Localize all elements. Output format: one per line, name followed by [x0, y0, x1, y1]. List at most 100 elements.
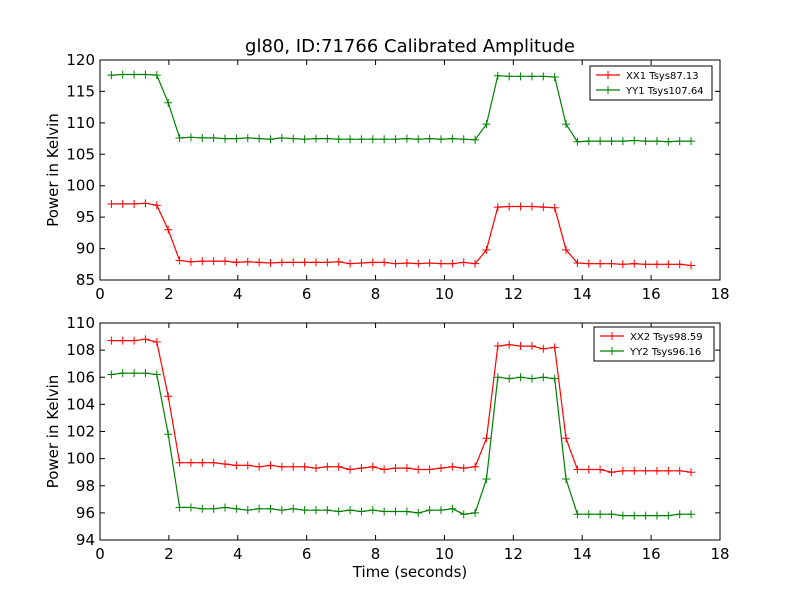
- data-point-0-0-45: [618, 260, 627, 269]
- data-point-0-1-38: [539, 72, 548, 81]
- data-point-0-1-8: [198, 133, 207, 142]
- data-point-0-0-4: [152, 201, 161, 210]
- y-tick-label: 110: [66, 114, 95, 132]
- data-point-0-1-42: [584, 137, 593, 146]
- data-point-0-1-6: [175, 133, 184, 142]
- data-point-0-0-12: [243, 257, 252, 266]
- data-point-0-0-0: [107, 199, 116, 208]
- data-point-1-0-14: [266, 461, 275, 470]
- data-point-1-0-34: [493, 342, 502, 351]
- data-point-0-1-2: [130, 70, 139, 79]
- data-point-1-0-24: [380, 465, 389, 474]
- data-point-0-0-21: [346, 259, 355, 268]
- data-point-1-1-38: [539, 373, 548, 382]
- x-tick-label: 14: [573, 285, 592, 303]
- data-point-0-1-25: [391, 135, 400, 144]
- data-point-1-0-33: [482, 434, 491, 443]
- data-point-1-1-39: [550, 374, 559, 383]
- data-point-1-0-37: [527, 342, 536, 351]
- data-point-0-0-27: [414, 259, 423, 268]
- data-point-0-1-16: [289, 134, 298, 143]
- data-point-0-0-11: [232, 258, 241, 267]
- data-point-0-1-43: [596, 137, 605, 146]
- x-tick-label: 16: [642, 545, 661, 563]
- data-point-0-0-16: [289, 258, 298, 267]
- data-point-0-0-40: [562, 245, 571, 254]
- data-point-0-0-23: [368, 258, 377, 267]
- data-point-0-1-27: [414, 135, 423, 144]
- data-point-0-0-13: [255, 258, 264, 267]
- data-point-0-0-10: [221, 257, 230, 266]
- data-point-1-0-47: [641, 466, 650, 475]
- data-point-0-1-30: [448, 134, 457, 143]
- data-point-0-0-38: [539, 203, 548, 212]
- x-tick-label: 2: [164, 545, 174, 563]
- data-point-1-1-50: [675, 510, 684, 519]
- data-point-0-1-5: [164, 98, 173, 107]
- data-point-1-1-1: [118, 369, 127, 378]
- data-point-1-0-26: [402, 464, 411, 473]
- data-point-0-0-17: [300, 258, 309, 267]
- data-point-0-1-26: [402, 134, 411, 143]
- data-point-0-0-36: [516, 202, 525, 211]
- data-point-1-1-20: [334, 507, 343, 516]
- data-point-1-0-51: [687, 468, 696, 477]
- y-tick-label: 115: [66, 82, 95, 100]
- data-point-0-1-32: [471, 135, 480, 144]
- data-point-1-1-22: [357, 507, 366, 516]
- y-tick-label: 94: [76, 531, 95, 549]
- data-point-0-1-24: [380, 135, 389, 144]
- data-point-0-1-33: [482, 120, 491, 129]
- data-point-1-0-2: [130, 336, 139, 345]
- data-point-0-1-28: [425, 134, 434, 143]
- data-point-0-1-31: [459, 135, 468, 144]
- data-point-1-1-21: [346, 506, 355, 515]
- data-point-1-1-8: [198, 504, 207, 513]
- data-point-0-0-50: [675, 260, 684, 269]
- data-point-1-1-36: [516, 373, 525, 382]
- data-point-1-1-6: [175, 503, 184, 512]
- data-point-0-0-22: [357, 259, 366, 268]
- y-tick-label: 95: [76, 208, 95, 226]
- y-axis-label: Power in Kelvin: [44, 375, 62, 489]
- x-axis-label: Time (seconds): [352, 563, 468, 581]
- data-point-0-0-37: [527, 202, 536, 211]
- data-point-1-1-16: [289, 504, 298, 513]
- data-point-1-1-43: [596, 510, 605, 519]
- data-point-1-0-0: [107, 336, 116, 345]
- data-point-1-0-28: [425, 465, 434, 474]
- data-point-1-0-25: [391, 464, 400, 473]
- data-point-1-0-39: [550, 343, 559, 352]
- data-point-0-1-10: [221, 134, 230, 143]
- y-tick-label: 90: [76, 240, 95, 258]
- data-point-1-1-23: [368, 506, 377, 515]
- x-tick-label: 0: [95, 285, 105, 303]
- data-point-1-1-27: [414, 508, 423, 517]
- y-tick-label: 104: [66, 395, 95, 413]
- data-point-1-0-36: [516, 342, 525, 351]
- data-point-1-0-11: [232, 461, 241, 470]
- data-point-0-0-41: [573, 259, 582, 268]
- x-tick-label: 4: [233, 285, 243, 303]
- x-tick-label: 12: [504, 285, 523, 303]
- data-point-1-1-51: [687, 510, 696, 519]
- data-point-1-1-26: [402, 507, 411, 516]
- data-point-0-1-22: [357, 135, 366, 144]
- data-point-1-0-29: [437, 464, 445, 473]
- data-point-0-0-33: [482, 245, 491, 254]
- data-point-0-1-3: [141, 70, 150, 79]
- data-point-1-0-31: [459, 464, 468, 473]
- data-point-0-1-41: [573, 137, 582, 146]
- data-point-1-0-16: [289, 462, 298, 471]
- data-point-0-0-47: [641, 260, 650, 269]
- data-point-0-1-21: [346, 135, 355, 144]
- data-point-1-0-4: [152, 337, 161, 346]
- data-point-1-1-29: [437, 506, 445, 515]
- data-point-0-1-14: [266, 135, 275, 144]
- data-point-1-1-41: [573, 510, 582, 519]
- data-point-1-1-34: [493, 373, 502, 382]
- y-tick-label: 100: [66, 177, 95, 195]
- data-point-0-0-42: [584, 259, 593, 268]
- data-point-0-1-29: [437, 135, 445, 144]
